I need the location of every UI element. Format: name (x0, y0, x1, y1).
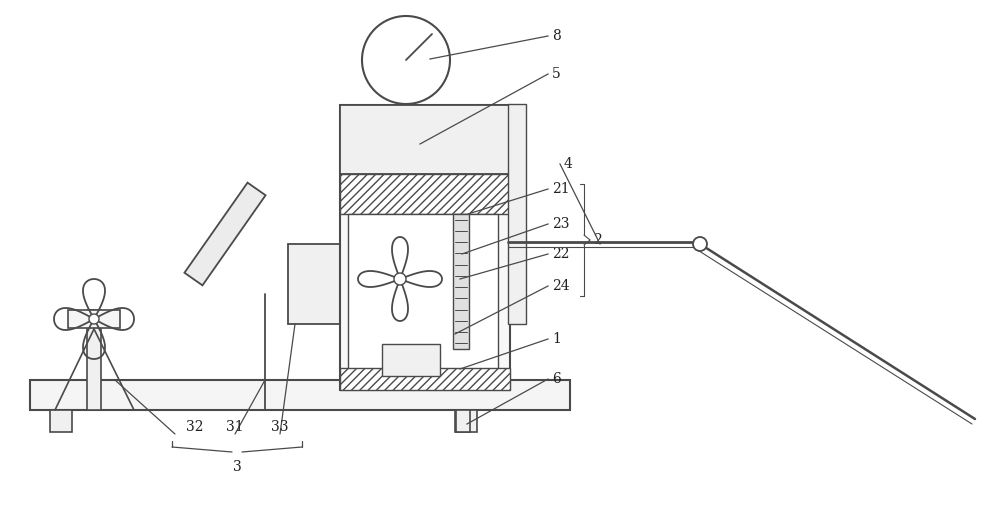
Text: 31: 31 (226, 420, 244, 434)
Bar (340, 105, 510, 390)
Circle shape (693, 237, 707, 251)
Bar (87, 310, 101, 410)
Text: 23: 23 (552, 217, 570, 231)
Text: 8: 8 (552, 29, 561, 43)
Text: 4: 4 (564, 157, 573, 171)
Bar (50, 410, 72, 432)
Text: 32: 32 (186, 420, 204, 434)
Circle shape (394, 273, 406, 285)
Text: 22: 22 (552, 247, 570, 261)
Bar (340, 368, 510, 390)
Text: 6: 6 (552, 372, 561, 386)
Text: 21: 21 (552, 182, 570, 196)
Bar (508, 104, 526, 324)
Bar (455, 410, 477, 432)
Bar (456, 410, 470, 432)
Text: 1: 1 (552, 332, 561, 346)
Text: 3: 3 (233, 460, 241, 474)
Bar (382, 344, 440, 376)
Bar (288, 244, 343, 324)
Bar (348, 214, 498, 384)
Bar (30, 380, 570, 410)
Bar (340, 174, 510, 214)
Bar (340, 105, 510, 174)
Circle shape (89, 314, 99, 324)
Text: 24: 24 (552, 279, 570, 293)
Bar (68, 310, 120, 328)
Polygon shape (184, 183, 266, 286)
Bar (453, 214, 469, 349)
Text: 2: 2 (593, 233, 602, 247)
Text: 5: 5 (552, 67, 561, 81)
Circle shape (362, 16, 450, 104)
Text: 33: 33 (271, 420, 289, 434)
